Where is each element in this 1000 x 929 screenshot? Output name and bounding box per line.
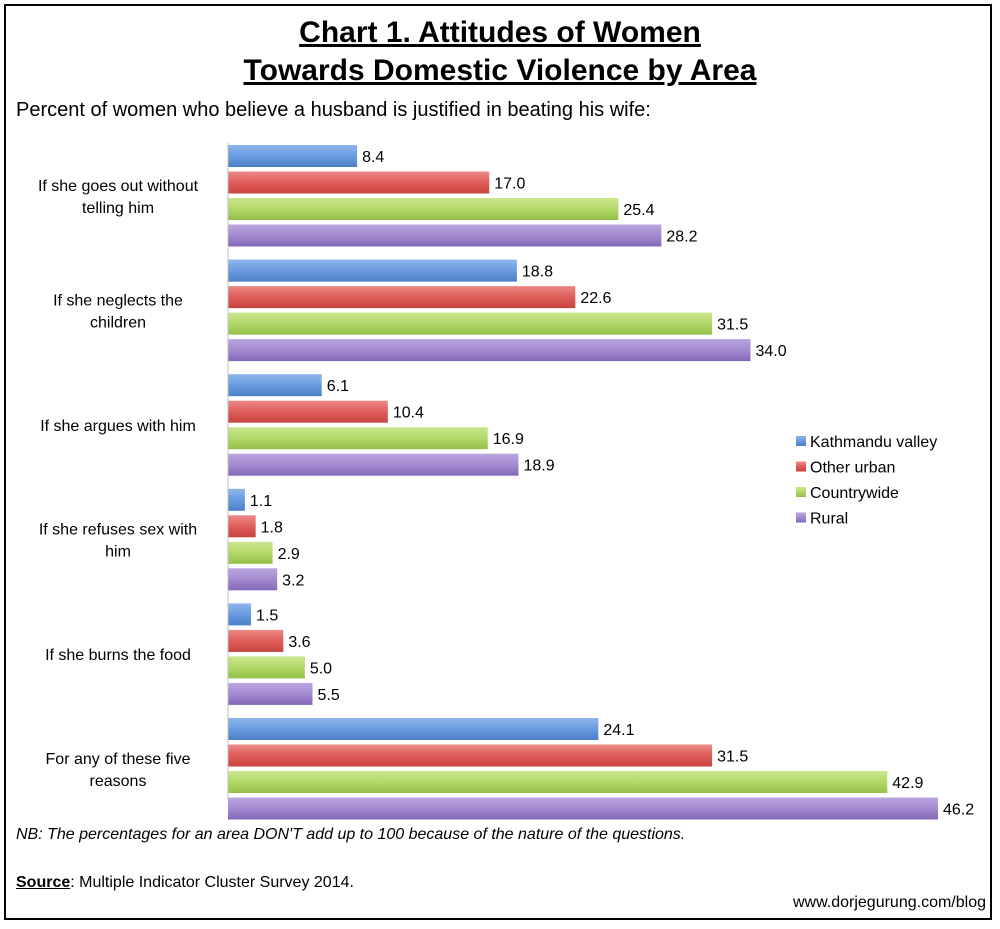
bar-2-3 xyxy=(228,312,713,335)
data-label-2-3: 31.5 xyxy=(717,317,748,334)
data-label-3-4: 18.9 xyxy=(523,458,554,475)
footnote: NB: The percentages for an area DON'T ad… xyxy=(16,826,686,843)
bar-5-4 xyxy=(228,682,313,705)
legend-label-4: Rural xyxy=(810,511,848,528)
bar-3-1 xyxy=(228,374,322,397)
data-label-5-1: 1.5 xyxy=(256,607,278,624)
data-label-1-1: 8.4 xyxy=(362,149,384,166)
bar-1-1 xyxy=(228,145,358,167)
category-label-5: If she burns the food xyxy=(45,647,191,664)
data-label-4-4: 3.2 xyxy=(282,572,304,589)
legend: Kathmandu valley Other urban Countrywide Ru… xyxy=(796,434,937,528)
legend-label-2: Other urban xyxy=(810,460,895,477)
bar-3-3 xyxy=(228,427,488,450)
category-label-3: If she argues with him xyxy=(40,418,196,435)
source-text: : Multiple Indicator Cluster Survey 2014… xyxy=(70,874,354,891)
bar-4-2 xyxy=(228,515,256,538)
data-label-2-2: 22.6 xyxy=(580,290,611,307)
data-label-6-2: 31.5 xyxy=(717,749,748,766)
bar-6-4 xyxy=(228,797,938,820)
data-label-6-1: 24.1 xyxy=(603,722,634,739)
bar-5-3 xyxy=(228,656,305,679)
legend-swatch-2 xyxy=(796,461,806,472)
category-label-6: For any of these five reasons xyxy=(46,751,191,790)
data-label-1-3: 25.4 xyxy=(623,202,654,219)
bar-4-1 xyxy=(228,488,245,511)
category-label-4: If she refuses sex with him xyxy=(39,522,197,561)
data-label-5-2: 3.6 xyxy=(288,634,310,651)
bar-1-4 xyxy=(228,224,662,247)
bar-4-3 xyxy=(228,541,273,564)
data-label-6-4: 46.2 xyxy=(943,802,974,819)
website-url[interactable]: www.dorjegurung.com/blog xyxy=(793,894,986,911)
data-label-6-3: 42.9 xyxy=(892,775,923,792)
legend-swatch-1 xyxy=(796,436,806,446)
bar-3-2 xyxy=(228,400,388,423)
chart-title-line-2: Towards Domestic Violence by Area xyxy=(243,54,757,87)
data-label-2-4: 34.0 xyxy=(756,343,787,360)
data-label-2-1: 18.8 xyxy=(522,264,553,281)
chart-title-line-1: Chart 1. Attitudes of Women xyxy=(299,16,701,49)
chart-frame xyxy=(4,4,992,920)
data-label-3-1: 6.1 xyxy=(327,378,349,395)
bar-2-2 xyxy=(228,286,576,309)
data-label-5-4: 5.5 xyxy=(318,687,340,704)
data-label-1-2: 17.0 xyxy=(494,176,525,193)
labels-layer: 8.4 17.0 25.4 28.2 If she goes out without te… xyxy=(38,149,974,819)
data-label-4-1: 1.1 xyxy=(250,493,272,510)
bar-6-3 xyxy=(228,771,888,793)
chart-subtitle: Percent of women who believe a husband i… xyxy=(16,99,651,121)
bar-2-4 xyxy=(228,339,751,362)
data-label-4-2: 1.8 xyxy=(261,519,283,536)
source-label: Source xyxy=(16,874,71,891)
data-label-3-3: 16.9 xyxy=(493,431,524,448)
legend-swatch-4 xyxy=(796,512,806,523)
legend-swatch-3 xyxy=(796,487,806,497)
category-label-2: If she neglects the children xyxy=(53,292,183,331)
data-label-3-2: 10.4 xyxy=(393,405,424,422)
bars-layer xyxy=(228,145,938,820)
data-label-1-4: 28.2 xyxy=(666,229,697,246)
legend-label-3: Countrywide xyxy=(810,485,899,502)
bar-5-2 xyxy=(228,629,284,652)
bar-5-1 xyxy=(228,603,252,626)
legend-label-1: Kathmandu valley xyxy=(810,434,937,451)
bar-3-4 xyxy=(228,453,519,476)
category-label-1: If she goes out without telling him xyxy=(38,178,199,217)
bar-6-2 xyxy=(228,744,713,767)
bar-1-2 xyxy=(228,171,490,194)
bar-1-3 xyxy=(228,198,619,220)
bar-2-1 xyxy=(228,259,517,282)
bar-4-4 xyxy=(228,568,278,591)
data-label-5-3: 5.0 xyxy=(310,660,332,677)
bar-6-1 xyxy=(228,718,599,740)
data-label-4-3: 2.9 xyxy=(278,546,300,563)
source-line: Source: Multiple Indicator Cluster Surve… xyxy=(16,874,354,892)
